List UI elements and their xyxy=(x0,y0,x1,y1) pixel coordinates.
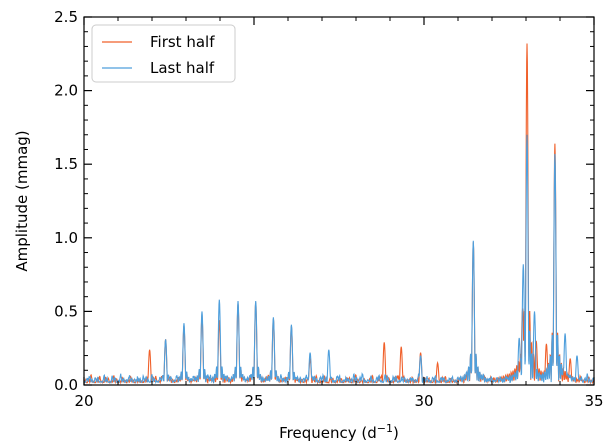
series-layer xyxy=(83,43,595,385)
x-axis-label-superscript: −1 xyxy=(377,422,393,435)
series-line-first-half xyxy=(83,43,595,385)
x-tick-label: 35 xyxy=(584,392,603,410)
y-tick-label: 1.5 xyxy=(54,155,78,173)
x-tick-label: 20 xyxy=(74,392,93,410)
x-axis-label: Frequency (d−1) xyxy=(279,422,399,442)
y-tick-label: 2.5 xyxy=(54,8,78,26)
y-tick-label: 2.0 xyxy=(54,82,78,100)
y-axis-label: Amplitude (mmag) xyxy=(13,130,31,271)
plot-frame xyxy=(83,16,595,386)
legend: First half Last half xyxy=(91,24,236,83)
x-tick-label: 25 xyxy=(244,392,263,410)
series-line-last-half xyxy=(83,134,595,385)
legend-label-first-half: First half xyxy=(150,33,215,51)
x-tick-label: 30 xyxy=(414,392,433,410)
legend-label-last-half: Last half xyxy=(150,59,215,77)
y-tick-label: 0.5 xyxy=(54,302,78,320)
ticks-layer: 20 25 30 35 0.0 0.5 1.0 1.5 2.0 2.5 xyxy=(54,8,603,410)
y-tick-label: 1.0 xyxy=(54,229,78,247)
y-tick-label: 0.0 xyxy=(54,376,78,394)
